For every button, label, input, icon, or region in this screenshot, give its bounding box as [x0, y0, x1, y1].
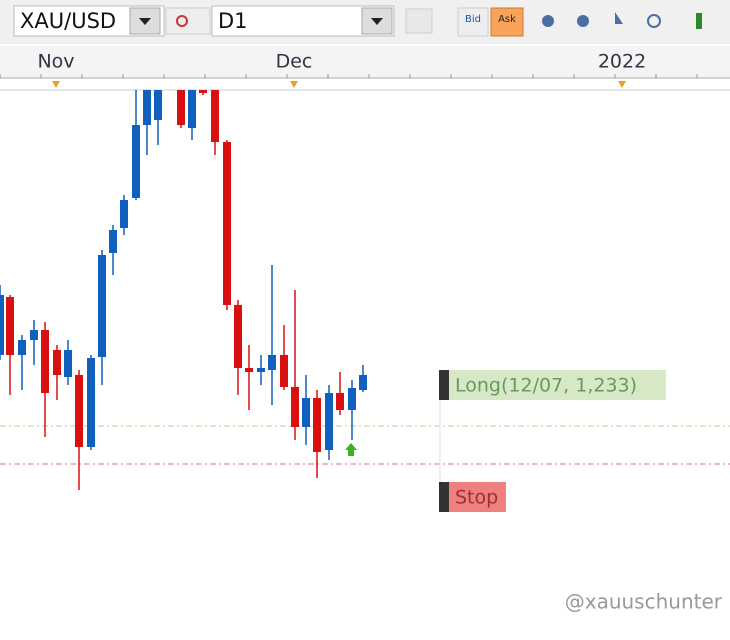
time-label: 2022	[598, 51, 646, 73]
tool-icon[interactable]	[542, 15, 554, 27]
tool-icon[interactable]	[696, 13, 702, 29]
ask-button[interactable]	[490, 7, 524, 37]
candle-body	[313, 398, 321, 452]
candle-body	[245, 368, 253, 372]
candles	[0, 90, 367, 490]
candle-body	[268, 355, 276, 370]
period-marker	[618, 81, 626, 88]
stop-label-bg[interactable]	[449, 482, 506, 512]
candle-body	[257, 368, 265, 372]
symbol: XAU/USD	[20, 9, 116, 33]
axis-ticks	[0, 74, 698, 88]
period-marker	[290, 81, 298, 88]
link-button[interactable]	[165, 7, 211, 35]
link-icon	[176, 15, 188, 27]
candle-body	[87, 358, 95, 447]
watermark: @xauuschunter	[565, 590, 723, 614]
bid-label: Bid	[465, 14, 481, 25]
tool-icon[interactable]	[577, 15, 589, 27]
chart-type-button[interactable]	[405, 8, 433, 34]
candle-body	[109, 230, 117, 253]
period-marker	[52, 81, 60, 88]
candle-body	[53, 350, 61, 375]
candle-body	[211, 90, 219, 142]
candle-body	[291, 387, 299, 427]
candle-body	[30, 330, 38, 340]
candle-body	[280, 355, 288, 387]
candle-body	[75, 375, 83, 447]
long-marker	[439, 370, 449, 400]
buy-arrow	[345, 443, 357, 456]
long-label: Long(12/07, 1,233)	[455, 375, 637, 397]
dropdown-arrow	[139, 18, 151, 25]
candle-body	[348, 388, 356, 410]
bid-button[interactable]	[457, 7, 489, 37]
tool-icon[interactable]	[647, 14, 661, 28]
candle-body	[223, 142, 231, 305]
candle-body	[234, 305, 242, 368]
candle-body	[325, 393, 333, 450]
timeframe: D1	[218, 9, 248, 33]
candle-body	[41, 330, 49, 393]
stop-marker	[439, 482, 449, 512]
candle-body	[359, 375, 367, 390]
candle-body	[6, 297, 14, 355]
candle-body	[188, 90, 196, 128]
long-label-bg[interactable]	[449, 370, 666, 400]
candle-body	[143, 90, 151, 125]
tool-icon[interactable]	[615, 12, 623, 24]
candle-body	[0, 295, 4, 355]
candle-body	[177, 90, 185, 125]
candle-body	[336, 393, 344, 410]
candle-body	[132, 125, 140, 198]
time-label: Dec	[276, 51, 313, 73]
candle-body	[120, 200, 128, 228]
tool-icons	[542, 12, 702, 29]
candle-body	[154, 90, 162, 120]
dropdown-arrow	[371, 18, 383, 25]
candle-body	[302, 398, 310, 427]
ask-label: Ask	[498, 14, 516, 25]
time-axis	[0, 46, 730, 78]
candle-body	[98, 255, 106, 357]
stop-label: Stop	[455, 487, 498, 509]
candle-body	[18, 340, 26, 355]
candle-body	[199, 90, 207, 93]
time-label: Nov	[37, 51, 74, 73]
candle-body	[64, 350, 72, 377]
